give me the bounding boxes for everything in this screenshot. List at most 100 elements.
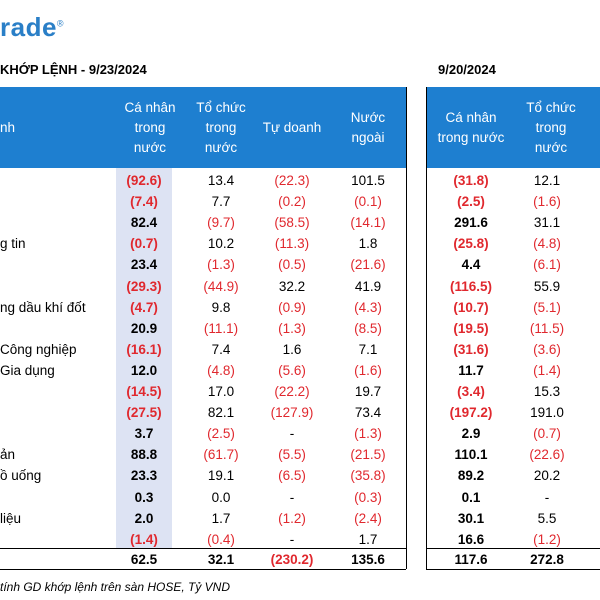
- header-institution: Tổ chức trong nước: [196, 99, 246, 155]
- foreign-value: (35.8): [350, 468, 386, 484]
- foreign-value: 1.8: [358, 236, 378, 252]
- proprietary-value: (22.2): [274, 384, 310, 399]
- institution-prev-value: 5.5: [537, 510, 557, 526]
- individual-value: 20.9: [130, 320, 158, 336]
- header-individual-prev: Cá nhân trong nước: [437, 109, 505, 145]
- table-row: 3.7 (2.5) - (1.3) 2.9 (0.7): [0, 423, 600, 444]
- foreign-value: (21.5): [350, 447, 386, 463]
- proprietary-value: (0.9): [278, 299, 306, 315]
- individual-prev-value: 4.4: [461, 257, 481, 273]
- institution-value: 0.0: [211, 489, 231, 505]
- foreign-value: 101.5: [351, 173, 385, 188]
- foreign-value: (2.4): [354, 510, 382, 526]
- institution-prev-value: -: [544, 489, 550, 505]
- proprietary-value: -: [289, 531, 295, 547]
- table-title-right: 9/20/2024: [438, 62, 496, 77]
- institution-value: 17.0: [207, 384, 235, 399]
- individual-value: 0.3: [134, 489, 154, 505]
- proprietary-value: (11.3): [274, 236, 310, 252]
- table-row: 20.9 (11.1) (1.3) (8.5) (19.5) (11.5): [0, 318, 600, 339]
- individual-prev-value: 110.1: [454, 447, 488, 463]
- table-row: ng dầu khí đốt (4.7) 9.8 (0.9) (4.3) (10.7) (5…: [0, 297, 600, 318]
- row-label: liệu: [0, 510, 22, 526]
- institution-value: (11.1): [203, 320, 239, 336]
- individual-value: (1.4): [130, 531, 158, 547]
- individual-prev-value: (25.8): [453, 236, 489, 252]
- institution-prev-value: (1.6): [533, 194, 561, 210]
- institution-prev-value: (0.7): [533, 426, 561, 442]
- institution-value: 10.2: [207, 236, 235, 252]
- institution-prev-value: 31.1: [533, 215, 561, 231]
- proprietary-value: (6.5): [278, 468, 306, 484]
- foreign-value: 7.1: [358, 341, 378, 357]
- proprietary-value: (127.9): [270, 405, 314, 421]
- table-title-left: KHỚP LỆNH - 9/23/2024: [0, 62, 147, 77]
- individual-prev-value: 291.6: [454, 215, 488, 231]
- individual-value: 88.8: [130, 447, 158, 463]
- individual-prev-value: 89.2: [457, 468, 485, 484]
- institution-value: (9.7): [207, 215, 235, 231]
- proprietary-value: (230.2): [270, 552, 314, 567]
- institution-value: (0.4): [207, 531, 235, 547]
- individual-value: (29.3): [126, 278, 162, 294]
- header-right: Cá nhân trong nước Tổ chức trong nước: [426, 87, 600, 168]
- total-divider: [0, 548, 406, 549]
- table-row: ản 88.8 (61.7) (5.5) (21.5) 110.1 (22.6): [0, 444, 600, 465]
- foreign-value: 135.6: [351, 552, 385, 567]
- row-label: ồ uống: [0, 468, 42, 484]
- institution-value: 1.7: [211, 510, 231, 526]
- row-label: g tin: [0, 236, 26, 252]
- institution-prev-value: (1.2): [533, 531, 561, 547]
- table-row: g tin (0.7) 10.2 (11.3) 1.8 (25.8) (4.8): [0, 233, 600, 254]
- individual-prev-value: (3.4): [457, 384, 485, 399]
- institution-value: (2.5): [207, 426, 235, 442]
- proprietary-value: (22.3): [274, 173, 310, 188]
- table-row: (1.4) (0.4) - 1.7 16.6 (1.2): [0, 529, 600, 550]
- foreign-value: (1.6): [354, 362, 382, 378]
- proprietary-value: (5.6): [278, 362, 306, 378]
- table-row: (27.5) 82.1 (127.9) 73.4 (197.2) 191.0: [0, 402, 600, 423]
- individual-value: (27.5): [126, 405, 162, 421]
- institution-value: 13.4: [207, 173, 235, 188]
- table-row: ồ uống 23.3 19.1 (6.5) (35.8) 89.2 20.2: [0, 465, 600, 486]
- foreign-value: (1.3): [354, 426, 382, 442]
- proprietary-value: (0.2): [278, 194, 306, 210]
- individual-prev-value: (31.6): [453, 341, 489, 357]
- individual-value: (14.5): [126, 384, 162, 399]
- proprietary-value: (5.5): [278, 447, 306, 463]
- foreign-value: 19.7: [354, 384, 382, 399]
- individual-prev-value: 30.1: [457, 510, 485, 526]
- institution-prev-value: 55.9: [533, 278, 561, 294]
- brand-logo: rade®: [0, 12, 65, 42]
- proprietary-value: (1.3): [278, 320, 306, 336]
- institution-prev-value: (3.6): [533, 341, 561, 357]
- proprietary-value: -: [289, 426, 295, 442]
- header-proprietary: Tự doanh: [262, 119, 322, 135]
- individual-prev-value: (197.2): [449, 405, 493, 421]
- row-label: ng dầu khí đốt: [0, 299, 86, 315]
- individual-prev-value: 117.6: [454, 552, 488, 567]
- table-row: (14.5) 17.0 (22.2) 19.7 (3.4) 15.3: [0, 381, 600, 402]
- individual-prev-value: 11.7: [458, 362, 484, 378]
- individual-prev-value: 16.6: [457, 531, 485, 547]
- header-left: nh Cá nhân trong nước Tổ chức trong nước…: [0, 87, 406, 168]
- foreign-value: (0.1): [354, 194, 382, 210]
- header-individual: Cá nhân trong nước: [124, 99, 176, 155]
- institution-value: (4.8): [207, 362, 235, 378]
- institution-value: 19.1: [207, 468, 235, 484]
- individual-value: 12.0: [130, 362, 158, 378]
- highlight-column: [116, 168, 172, 548]
- proprietary-value: 1.6: [282, 341, 302, 357]
- divider: [426, 87, 427, 569]
- institution-prev-value: (11.5): [529, 320, 565, 336]
- row-label: Công nghiệp: [0, 341, 77, 357]
- foreign-value: 73.4: [354, 405, 382, 421]
- total-divider: [426, 548, 600, 549]
- table-row: 23.4 (1.3) (0.5) (21.6) 4.4 (6.1): [0, 254, 600, 275]
- individual-value: 62.5: [130, 552, 158, 567]
- divider: [406, 87, 407, 569]
- proprietary-value: (1.2): [278, 510, 306, 526]
- table-bottom: [426, 569, 600, 570]
- institution-value: (61.7): [203, 447, 239, 463]
- individual-value: (0.7): [130, 236, 158, 252]
